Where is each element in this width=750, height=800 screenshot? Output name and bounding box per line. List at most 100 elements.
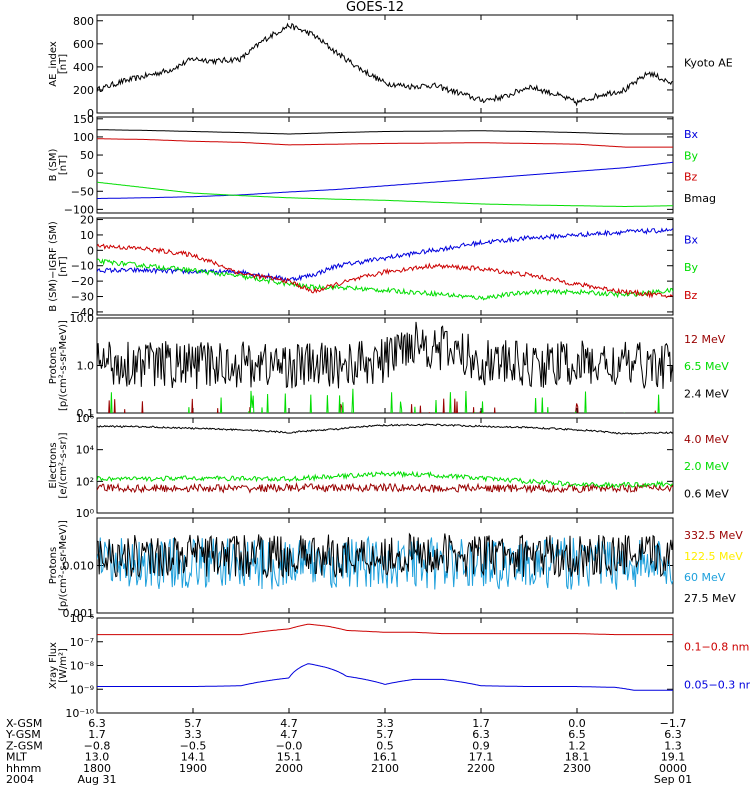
x-tick-value: 1.7 [472, 717, 490, 730]
y-tick-label: −40 [71, 306, 94, 319]
series-line [97, 22, 673, 107]
legend-entry: By [684, 149, 699, 162]
y-tick-label: 10⁻⁶ [70, 612, 95, 625]
y-tick-label: 800 [73, 15, 94, 28]
y-tick-label: 10⁴ [76, 444, 95, 457]
x-tick-value: 0.5 [376, 739, 394, 752]
series-line [97, 227, 673, 282]
x-tick-value: 1900 [179, 762, 207, 775]
y-tick-label: 400 [73, 61, 94, 74]
legend-entry: Bz [684, 171, 698, 184]
panel-frame [96, 14, 674, 114]
x-tick-value: 1.7 [88, 728, 106, 741]
y-axis-label: Protons [48, 547, 59, 584]
y-axis-label: [e/(cm²-s-sr)] [58, 432, 69, 498]
y-tick-label: −100 [64, 203, 94, 216]
y-tick-label: 0.010 [63, 560, 95, 573]
y-tick-label: 0 [87, 167, 94, 180]
x-tick-value: 6.3 [88, 717, 106, 730]
x-tick-value: 5.7 [376, 728, 394, 741]
x-tick-value: 3.3 [376, 717, 394, 730]
y-tick-label: 10⁶ [76, 412, 95, 425]
series-line [97, 258, 673, 301]
y-axis-label: [nT] [58, 155, 69, 175]
y-axis-label: [p/(cm²-s-sr-MeV)] [58, 520, 69, 611]
series-line [97, 623, 673, 636]
y-axis-label: [nT] [58, 54, 69, 74]
y-tick-label: 600 [73, 38, 94, 51]
x-tick-value: 1800 [83, 762, 111, 775]
legend-entry: 2.4 MeV [684, 387, 729, 400]
legend-entry: Bmag [684, 192, 716, 205]
panel-6 [96, 517, 674, 614]
x-tick-value: 17.1 [469, 751, 494, 764]
legend-entry: 0.05−0.3 nm [684, 679, 750, 692]
y-axis-label: [p/(cm²-s-sr-MeV)] [58, 320, 69, 411]
y-axis-label: AE_index [48, 41, 59, 87]
y-axis-label: B (SM)−IGRF (SM) [48, 221, 59, 312]
x-tick-value: 1.3 [664, 739, 682, 752]
panel-frame [96, 417, 674, 514]
x-tick-value: 13.0 [85, 751, 110, 764]
y-axis-label: Xray Flux [48, 642, 59, 689]
legend-entry: Bx [684, 233, 699, 246]
y-axis-label: [W/m²] [58, 648, 69, 683]
x-tick-value: 18.1 [565, 751, 590, 764]
x-tick-value: 4.7 [280, 717, 298, 730]
y-tick-label: −50 [71, 185, 94, 198]
x-row-label: 2004 [6, 773, 34, 786]
y-tick-label: 0 [87, 107, 94, 120]
series-line [97, 470, 673, 489]
legend-entry: 332.5 MeV [684, 529, 743, 542]
x-tick-value: 2300 [563, 762, 591, 775]
y-tick-label: 50 [80, 149, 94, 162]
series-line [97, 423, 673, 435]
series-line [97, 321, 673, 390]
y-tick-label: 150 [73, 113, 94, 126]
x-tick-value: 5.7 [184, 717, 202, 730]
x-tick-value: −0.0 [276, 739, 303, 752]
x-tick-value: 0.9 [472, 739, 490, 752]
y-tick-label: 100 [73, 131, 94, 144]
panel-4 [96, 317, 674, 414]
series-line [97, 481, 673, 494]
x-tick-value: −1.7 [660, 717, 687, 730]
legend-entry: 12 MeV [684, 333, 726, 346]
y-axis-label: [nT] [58, 256, 69, 276]
series-line [97, 663, 673, 691]
y-tick-label: 10⁰ [76, 507, 95, 520]
y-tick-label: −20 [71, 275, 94, 288]
y-axis-label: Electrons [48, 442, 59, 488]
y-tick-label: 10⁻⁸ [70, 660, 95, 673]
legend-entry: 27.5 MeV [684, 592, 736, 605]
y-tick-label: 0.1 [77, 407, 95, 420]
legend-entry: 4.0 MeV [684, 433, 729, 446]
x-row-label: X-GSM [6, 717, 42, 730]
panel-2 [96, 116, 674, 214]
series-line [97, 138, 673, 148]
legend-entry: 60 MeV [684, 571, 726, 584]
x-tick-value: Sep 01 [654, 773, 692, 786]
y-tick-label: −30 [71, 291, 94, 304]
x-tick-value: 6.3 [664, 728, 682, 741]
panel-frame [96, 217, 674, 316]
legend-entry: 0.1−0.8 nm [684, 641, 749, 654]
x-tick-value: 4.7 [280, 728, 298, 741]
x-tick-value: 1.2 [568, 739, 586, 752]
series-line [97, 181, 673, 207]
x-tick-value: 0.0 [568, 717, 586, 730]
y-tick-label: 10⁻⁷ [70, 636, 94, 649]
panel-7 [96, 617, 674, 714]
y-tick-label: 10.0 [70, 312, 95, 325]
legend-entry: Bz [684, 289, 698, 302]
series-line [97, 532, 673, 579]
panel-3 [96, 217, 674, 316]
legend-entry: 122.5 MeV [684, 550, 743, 563]
x-tick-value: 2000 [275, 762, 303, 775]
x-tick-value: 3.3 [184, 728, 202, 741]
y-tick-label: 20 [80, 214, 94, 227]
legend-entry: 0.6 MeV [684, 487, 729, 500]
panel-1 [96, 14, 674, 114]
